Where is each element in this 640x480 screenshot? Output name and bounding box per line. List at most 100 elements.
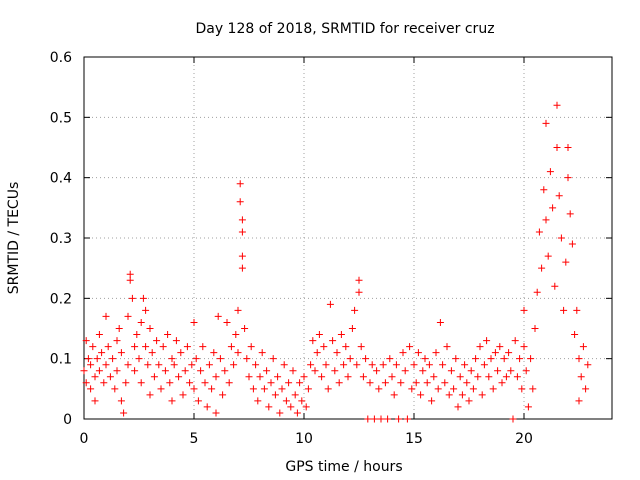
data-point	[412, 379, 420, 387]
data-point	[241, 325, 249, 332]
data-point	[188, 361, 196, 369]
data-point	[293, 409, 301, 417]
x-tick-label: 20	[515, 431, 533, 447]
data-point	[434, 385, 442, 393]
data-point	[522, 367, 530, 375]
data-point	[491, 349, 499, 357]
x-tick-label: 15	[405, 431, 423, 447]
data-point	[496, 343, 504, 351]
data-point	[300, 373, 308, 381]
data-point	[388, 373, 396, 381]
data-point	[172, 337, 180, 345]
data-point	[516, 355, 524, 363]
data-point	[535, 228, 543, 236]
data-point	[584, 361, 592, 369]
data-point	[263, 367, 271, 375]
data-point	[487, 355, 495, 363]
data-point	[353, 361, 361, 369]
data-point	[210, 349, 218, 357]
data-point	[509, 415, 517, 423]
data-point	[399, 349, 407, 357]
y-tick-label: 0.2	[50, 291, 72, 307]
data-point	[91, 397, 99, 405]
data-point	[249, 385, 257, 393]
data-point	[148, 349, 156, 357]
data-point	[562, 258, 570, 266]
data-point	[84, 355, 92, 363]
data-point	[445, 391, 453, 399]
data-point	[183, 343, 191, 351]
y-tick-label: 0.1	[50, 352, 72, 368]
data-point	[447, 367, 455, 375]
data-point	[480, 361, 488, 369]
data-point	[518, 385, 526, 393]
data-point	[370, 415, 378, 423]
data-point	[458, 391, 466, 399]
data-point	[230, 361, 238, 369]
data-point	[529, 385, 537, 393]
data-point	[557, 234, 565, 242]
data-point	[291, 391, 299, 399]
data-point	[212, 373, 220, 381]
data-point	[146, 325, 154, 332]
data-point	[91, 373, 99, 381]
data-point	[564, 144, 572, 151]
data-point	[126, 276, 134, 284]
data-point	[282, 397, 290, 405]
data-point	[234, 349, 242, 357]
data-point	[95, 367, 103, 375]
data-point	[102, 312, 110, 320]
data-point	[417, 391, 425, 399]
data-point	[254, 397, 262, 405]
data-point	[170, 361, 178, 369]
data-point	[351, 306, 359, 314]
data-point	[579, 343, 587, 351]
data-point	[401, 367, 409, 375]
data-point	[331, 367, 339, 375]
data-point	[181, 367, 189, 375]
data-point	[454, 403, 462, 411]
data-point	[476, 343, 484, 351]
data-point	[124, 312, 132, 320]
data-point	[381, 379, 389, 387]
data-point	[390, 391, 398, 399]
data-point	[373, 367, 381, 375]
data-point	[212, 409, 220, 417]
data-point	[102, 361, 110, 369]
data-point	[520, 306, 528, 314]
data-point	[485, 373, 493, 381]
data-point	[238, 216, 246, 224]
data-point	[267, 379, 275, 387]
data-point	[221, 367, 229, 375]
data-point	[87, 361, 95, 369]
data-point	[256, 373, 264, 381]
data-point	[307, 361, 315, 369]
data-point	[410, 361, 418, 369]
data-point	[155, 361, 163, 369]
data-point	[551, 282, 559, 290]
data-point	[408, 385, 416, 393]
data-point	[513, 373, 521, 381]
data-point	[344, 373, 352, 381]
data-point	[194, 397, 202, 405]
data-point	[329, 337, 337, 345]
data-points	[80, 101, 592, 423]
data-point	[571, 331, 579, 339]
data-point	[298, 397, 306, 405]
data-point	[553, 144, 561, 151]
data-point	[320, 343, 328, 351]
data-point	[205, 361, 213, 369]
data-point	[456, 373, 464, 381]
data-point	[159, 343, 167, 351]
data-point	[137, 379, 145, 387]
data-point	[142, 343, 150, 351]
data-point	[219, 391, 227, 399]
data-point	[128, 294, 136, 302]
data-point	[335, 379, 343, 387]
data-point	[311, 367, 319, 375]
data-point	[232, 331, 240, 339]
data-point	[364, 415, 372, 423]
data-point	[502, 373, 510, 381]
data-point	[560, 306, 568, 314]
data-point	[179, 391, 187, 399]
